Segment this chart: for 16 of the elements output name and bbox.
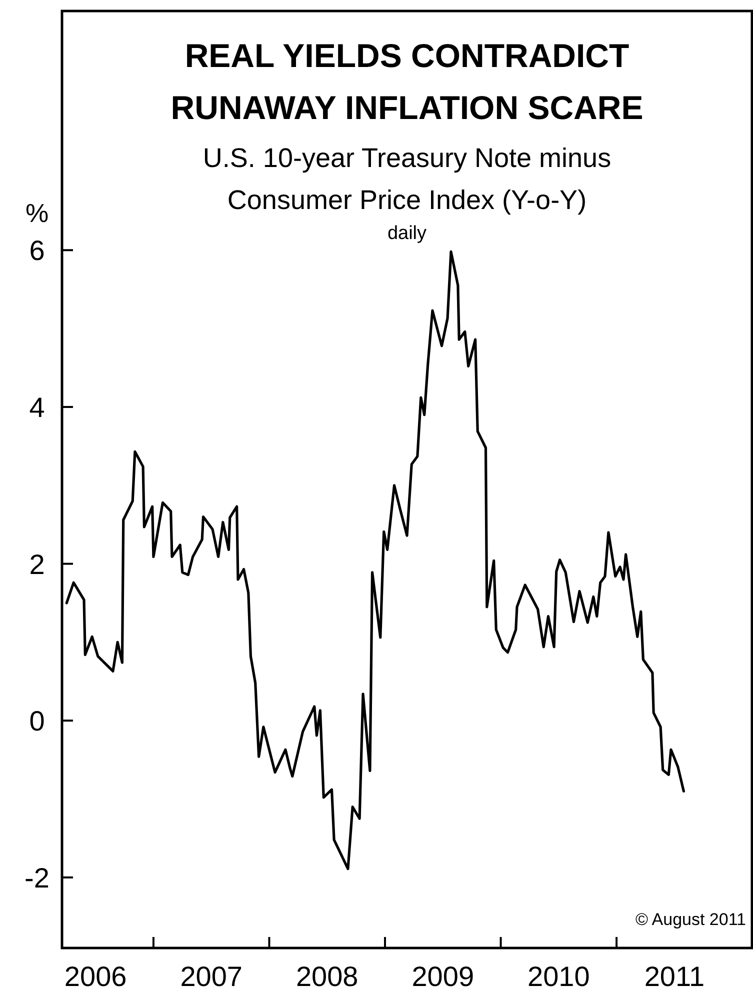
- x-tick-label: 2009: [412, 961, 474, 992]
- y-tick-label: 6: [29, 235, 45, 266]
- text: REAL YIELDS CONTRADICT RUNAWAY INFLATION SCARE: [170, 37, 644, 126]
- text: U.S. 10-year Treasury Note minus Consumer Price Index (Y-o-Y) daily: [202, 143, 612, 244]
- x-tick-label: 2010: [528, 961, 590, 992]
- y-tick-label: 2: [29, 548, 45, 580]
- y-axis-title: %: [25, 198, 49, 228]
- line-series: [65, 250, 685, 870]
- x-tick-label: 2011: [644, 961, 705, 992]
- x-tick-label: 2007: [180, 961, 242, 992]
- annotation: © August 2011: [635, 910, 746, 929]
- y-tick-label: 4: [29, 392, 45, 424]
- y-tick-label: -2: [24, 862, 50, 894]
- x-tick-label: 2006: [64, 961, 127, 992]
- y-tick-label: 0: [29, 706, 45, 737]
- x-tick-label: 2008: [296, 961, 358, 992]
